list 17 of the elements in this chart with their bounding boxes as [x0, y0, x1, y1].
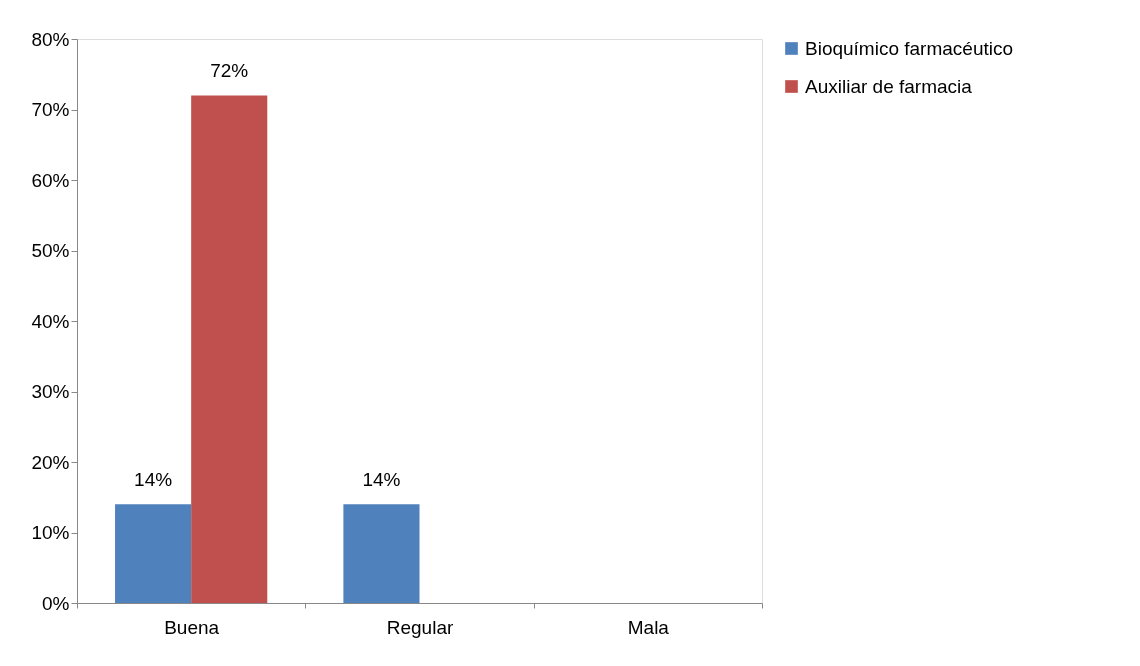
y-tick-label: 40% — [31, 310, 70, 332]
y-tick-label: 20% — [31, 451, 70, 473]
x-tick-label: Regular — [386, 616, 454, 638]
data-label: 72% — [210, 60, 249, 82]
data-label: 14% — [362, 469, 401, 491]
y-tick-label: 30% — [31, 381, 70, 402]
y-tick-label: 80% — [31, 28, 70, 50]
y-tick-label: 10% — [31, 522, 70, 543]
y-tick-label: 50% — [31, 240, 70, 261]
y-tick-label: 0% — [42, 592, 70, 614]
x-tick-label: Buena — [164, 616, 220, 638]
x-tick-label: Mala — [627, 616, 670, 638]
y-tick-label: 60% — [31, 169, 70, 191]
legend-label: Bioquímico farmacéutico — [805, 37, 1014, 59]
legend-label: Auxiliar de farmacia — [805, 75, 973, 97]
data-label: 14% — [134, 469, 173, 491]
y-tick-label: 70% — [31, 99, 70, 120]
